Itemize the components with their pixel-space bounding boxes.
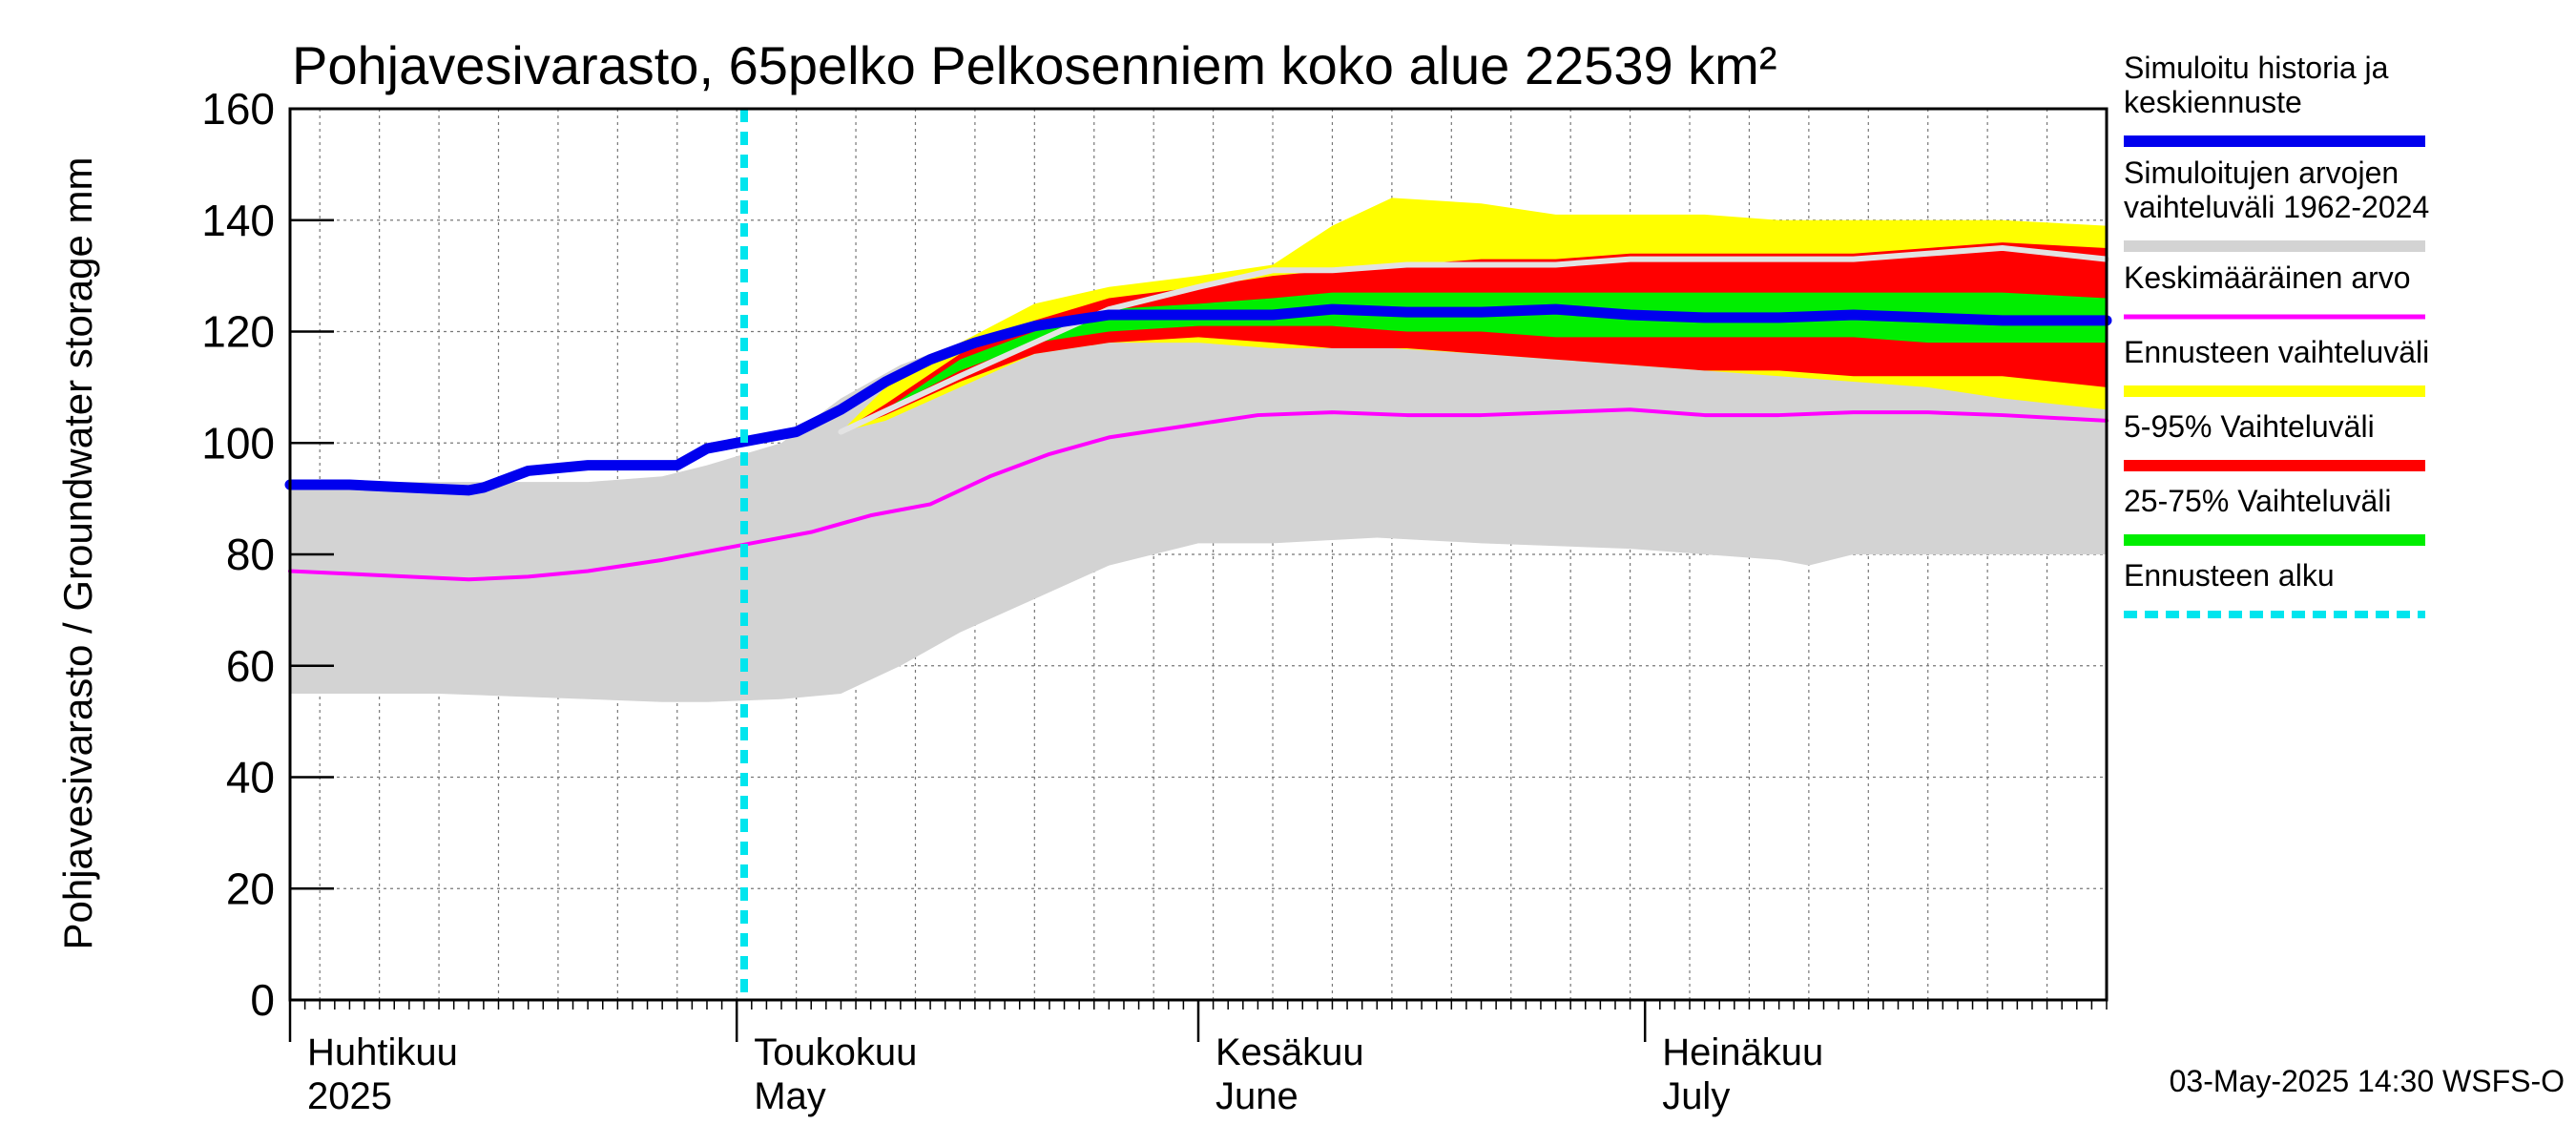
- y-tick-label: 120: [201, 307, 275, 357]
- legend-label-line: vaihteluväli 1962-2024: [2124, 190, 2429, 224]
- y-tick-label: 140: [201, 196, 275, 245]
- legend-label-line: Simuloitujen arvojen: [2124, 156, 2399, 190]
- band-areas: [290, 198, 2107, 702]
- legend-label-line: Ennusteen alku: [2124, 558, 2335, 593]
- legend-label: Simuloitu historia ja keskiennuste: [2124, 51, 2389, 119]
- legend-label-line: 5-95% Vaihteluväli: [2124, 409, 2375, 444]
- legend-label-line: Keskimääräinen arvo: [2124, 260, 2411, 295]
- y-tick-label: 80: [226, 530, 275, 579]
- series-lines: [284, 109, 2112, 1000]
- legend-label-line: 25-75% Vaihteluväli: [2124, 484, 2391, 518]
- chart-title: Pohjavesivarasto, 65pelko Pelkosenniem k…: [292, 35, 1776, 95]
- series-line-ff00ff: [288, 407, 2109, 582]
- legend-label: 5-95% Vaihteluväli: [2124, 409, 2375, 444]
- y-axis-label: Pohjavesivarasto / Groundwater storage m…: [55, 156, 100, 949]
- legend-label: Ennusteen vaihteluväli: [2124, 335, 2429, 369]
- y-tick-label: 60: [226, 641, 275, 691]
- legend-label: Keskimääräinen arvo: [2124, 260, 2411, 295]
- month-label-en: June: [1215, 1075, 1298, 1117]
- month-label-fi: Heinäkuu: [1662, 1031, 1823, 1073]
- legend-label-line: Simuloitu historia ja: [2124, 51, 2389, 85]
- y-tick-label: 160: [201, 84, 275, 134]
- y-tick-label: 40: [226, 753, 275, 802]
- y-tick-label: 100: [201, 418, 275, 468]
- series-line-0000ee: [284, 303, 2112, 496]
- series-line-e3e3e3: [838, 244, 2109, 435]
- month-label-en: 2025: [307, 1075, 392, 1117]
- legend-label: Ennusteen alku: [2124, 558, 2335, 593]
- legend-label-line: Ennusteen vaihteluväli: [2124, 335, 2429, 369]
- month-label-fi: Huhtikuu: [307, 1031, 458, 1073]
- legend-label: Simuloitujen arvojen vaihteluväli 1962-20…: [2124, 156, 2429, 224]
- month-label-en: July: [1662, 1075, 1730, 1117]
- band-ff0000: [841, 242, 2107, 432]
- legend-label: 25-75% Vaihteluväli: [2124, 484, 2391, 518]
- y-tick-label: 0: [250, 975, 275, 1025]
- band-00ee00: [841, 292, 2107, 432]
- plot-frame: [288, 107, 2109, 1002]
- legend-label-line: keskiennuste: [2124, 85, 2302, 119]
- y-tick-label: 20: [226, 864, 275, 913]
- month-label-fi: Kesäkuu: [1215, 1031, 1364, 1073]
- month-label-en: May: [754, 1075, 826, 1117]
- timestamp: 03-May-2025 14:30 WSFS-O: [2170, 1064, 2565, 1098]
- month-label-fi: Toukokuu: [754, 1031, 917, 1073]
- legend: Simuloitu historia ja keskiennusteSimuloi…: [2124, 51, 2429, 618]
